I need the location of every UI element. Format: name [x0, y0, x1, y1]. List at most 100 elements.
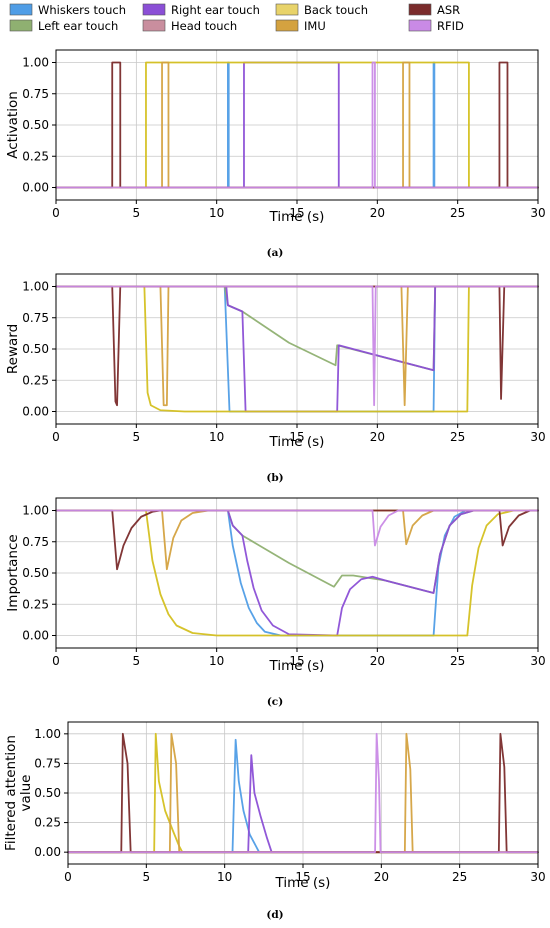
y-tick-label: 0.75 [34, 756, 61, 770]
x-tick-label: 30 [530, 206, 545, 220]
y-axis-label-line: value [18, 775, 34, 812]
x-axis-label: Time (s) [269, 658, 325, 674]
x-tick-label: 30 [530, 870, 545, 884]
legend-swatch-imu [275, 19, 299, 32]
x-tick-label: 10 [209, 654, 224, 668]
x-tick-label: 15 [289, 430, 304, 444]
chart-panel-d: 0 5 10 15 20 25 30 0.00 0.25 0.50 0.75 1.00 Time (s)… [3, 721, 546, 921]
y-tick-label: 0.25 [22, 373, 49, 387]
series-line-rfid [67, 732, 539, 854]
panel-caption: (c) [267, 696, 283, 708]
series-line-rfid [55, 285, 539, 407]
legend-label-head-touch: Head touch [171, 19, 237, 33]
legend-swatch-right-ear-touch [142, 3, 166, 16]
legend-swatch-head-touch [142, 19, 166, 32]
chart-panel-b: 0 5 10 15 20 25 30 0.00 0.25 0.50 0.75 1.00 Time (s)… [5, 273, 546, 484]
chart-panel-c: 0 5 10 15 20 25 30 0.00 0.25 0.50 0.75 1.00 Time (s)… [5, 497, 546, 708]
x-tick-label: 0 [64, 870, 72, 884]
legend-label-back-touch: Back touch [304, 3, 368, 17]
x-tick-label: 30 [530, 430, 545, 444]
x-tick-label: 5 [133, 654, 141, 668]
y-tick-label: 0.75 [22, 311, 49, 325]
legend: Whiskers touch Left ear touch Right ear to… [9, 3, 464, 33]
series-line-back-touch [67, 732, 539, 854]
legend-item-asr: ASR [408, 3, 460, 17]
y-tick-label: 1.00 [22, 56, 49, 70]
series-line-whiskers-touch [55, 509, 539, 637]
x-tick-label: 20 [370, 206, 385, 220]
series-group [67, 732, 539, 854]
y-tick-label: 0.25 [22, 597, 49, 611]
legend-label-whiskers-touch: Whiskers touch [38, 3, 126, 17]
x-tick-label: 25 [450, 430, 465, 444]
x-tick-label: 15 [295, 870, 310, 884]
y-tick-label: 0.00 [22, 405, 49, 419]
chart-panel-a: 0 5 10 15 20 25 30 0.00 0.25 0.50 0.75 1.00 Time (s)… [5, 49, 546, 259]
series-group [55, 61, 539, 189]
x-tick-label: 20 [370, 654, 385, 668]
y-tick-label: 1.00 [22, 280, 49, 294]
legend-swatch-back-touch [275, 3, 299, 16]
x-tick-label: 30 [530, 654, 545, 668]
y-tick-label: 0.00 [22, 629, 49, 643]
y-tick-label: 0.25 [22, 149, 49, 163]
legend-item-right-ear-touch: Right ear touch [142, 3, 260, 17]
legend-swatch-rfid [408, 19, 432, 32]
legend-swatch-whiskers-touch [9, 3, 33, 16]
x-tick-label: 10 [217, 870, 232, 884]
x-tick-label: 5 [133, 206, 141, 220]
series-line-rfid [55, 509, 539, 547]
x-tick-label: 10 [209, 206, 224, 220]
y-axis-label: Reward [5, 324, 21, 374]
legend-item-head-touch: Head touch [142, 19, 237, 33]
legend-item-back-touch: Back touch [275, 3, 368, 17]
y-tick-label: 0.50 [34, 786, 61, 800]
x-axis-label: Time (s) [269, 434, 325, 450]
y-tick-label: 0.00 [22, 181, 49, 195]
series-group [55, 509, 539, 637]
x-tick-label: 25 [450, 206, 465, 220]
y-tick-label: 0.50 [22, 566, 49, 580]
x-tick-label: 20 [374, 870, 389, 884]
legend-item-rfid: RFID [408, 19, 464, 33]
panel-caption: (b) [266, 472, 283, 484]
x-axis-label: Time (s) [269, 209, 325, 225]
y-tick-label: 0.00 [34, 845, 61, 859]
series-line-right-ear-touch [67, 754, 539, 854]
y-tick-label: 0.50 [22, 118, 49, 132]
x-axis-label: Time (s) [275, 875, 331, 891]
x-tick-label: 0 [52, 206, 60, 220]
y-tick-label: 0.50 [22, 342, 49, 356]
x-tick-label: 0 [52, 654, 60, 668]
panel-caption: (d) [266, 909, 283, 921]
y-axis-label: Importance [5, 534, 21, 611]
y-tick-label: 0.75 [22, 87, 49, 101]
x-tick-label: 25 [452, 870, 467, 884]
x-tick-label: 20 [370, 430, 385, 444]
series-line-rfid [55, 61, 539, 189]
y-axis-label: Filtered attentionvalue [3, 735, 34, 851]
y-tick-label: 1.00 [34, 727, 61, 741]
x-tick-label: 5 [143, 870, 151, 884]
legend-label-left-ear-touch: Left ear touch [38, 19, 118, 33]
x-tick-label: 0 [52, 430, 60, 444]
x-tick-label: 10 [209, 430, 224, 444]
series-line-back-touch [55, 509, 539, 637]
series-group [55, 285, 539, 413]
legend-label-rfid: RFID [437, 19, 464, 33]
legend-label-asr: ASR [437, 3, 460, 17]
panel-caption: (a) [267, 247, 284, 259]
x-tick-label: 25 [450, 654, 465, 668]
legend-item-imu: IMU [275, 19, 326, 33]
y-tick-label: 1.00 [22, 504, 49, 518]
legend-item-whiskers-touch: Whiskers touch [9, 3, 126, 17]
x-tick-label: 15 [289, 206, 304, 220]
legend-label-imu: IMU [304, 19, 326, 33]
legend-swatch-asr [408, 3, 432, 16]
x-tick-label: 15 [289, 654, 304, 668]
legend-item-left-ear-touch: Left ear touch [9, 19, 118, 33]
series-line-right-ear-touch [55, 509, 539, 637]
legend-label-right-ear-touch: Right ear touch [171, 3, 260, 17]
